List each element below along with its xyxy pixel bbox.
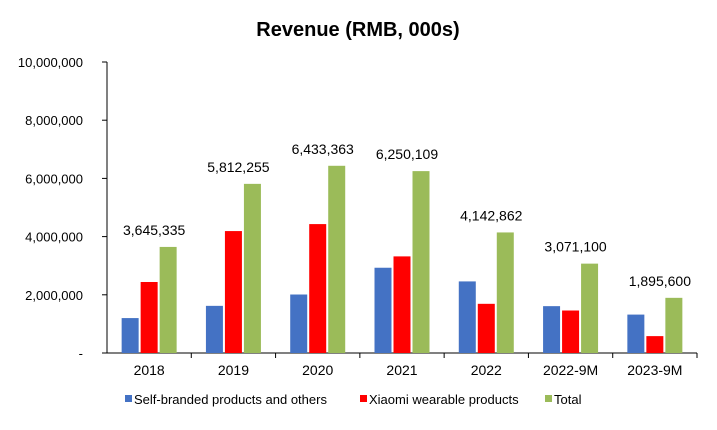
- y-axis: - 2,000,000 4,000,000 6,000,000 8,000,000 10,…: [18, 55, 108, 361]
- bar-xiaomi-wearable-products-2022: [477, 303, 495, 353]
- x-category-label: 2020: [302, 362, 333, 378]
- total-data-label: 5,812,255: [207, 159, 269, 175]
- total-data-label: 6,250,109: [376, 146, 438, 162]
- x-category-label: 2018: [134, 362, 165, 378]
- bar-total-2023-9m: [665, 297, 683, 353]
- bars-group: [121, 165, 683, 353]
- x-category-label: 2023-9M: [627, 362, 682, 378]
- y-tick-label: -: [79, 346, 83, 361]
- data-labels-group: 3,645,335 5,812,255 6,433,363 6,250,109 4,14…: [123, 141, 691, 289]
- legend-label-1: Xiaomi wearable products: [369, 392, 519, 407]
- chart-title: Revenue (RMB, 000s): [256, 19, 459, 41]
- bar-self-branded-products-and-others-2022: [458, 281, 476, 353]
- x-category-label: 2021: [386, 362, 417, 378]
- x-category-label: 2022: [471, 362, 502, 378]
- y-tick-label: 2,000,000: [25, 288, 83, 303]
- bar-total-2022: [496, 232, 514, 353]
- bar-xiaomi-wearable-products-2022-9m: [562, 310, 580, 353]
- bar-total-2020: [328, 165, 346, 353]
- legend-swatch-0: [125, 395, 132, 402]
- bar-total-2018: [159, 246, 177, 353]
- legend-swatch-1: [360, 395, 367, 402]
- total-data-label: 3,071,100: [544, 239, 606, 255]
- bar-self-branded-products-and-others-2022-9m: [543, 306, 561, 353]
- legend-label-0: Self-branded products and others: [134, 392, 327, 407]
- bar-total-2019: [243, 183, 261, 353]
- y-tick-label: 6,000,000: [25, 171, 83, 186]
- total-data-label: 3,645,335: [123, 222, 185, 238]
- total-data-label: 6,433,363: [292, 141, 354, 157]
- y-tick-label: 4,000,000: [25, 230, 83, 245]
- x-axis: 2018 2019 2020 2021 2022 2022-9M 2023-9M: [107, 352, 698, 378]
- bar-xiaomi-wearable-products-2021: [393, 256, 411, 353]
- bar-xiaomi-wearable-products-2023-9m: [646, 336, 664, 353]
- bar-self-branded-products-and-others-2021: [374, 267, 392, 353]
- bar-self-branded-products-and-others-2018: [121, 318, 139, 353]
- y-tick-label: 10,000,000: [18, 55, 83, 70]
- legend-label-2: Total: [554, 392, 582, 407]
- bar-self-branded-products-and-others-2020: [290, 294, 308, 353]
- x-category-label: 2022-9M: [543, 362, 598, 378]
- x-category-label: 2019: [218, 362, 249, 378]
- bar-xiaomi-wearable-products-2018: [140, 281, 158, 353]
- legend-swatch-2: [545, 395, 552, 402]
- total-data-label: 4,142,862: [460, 207, 522, 223]
- bar-xiaomi-wearable-products-2020: [309, 224, 327, 353]
- bar-self-branded-products-and-others-2023-9m: [627, 314, 645, 353]
- total-data-label: 1,895,600: [629, 273, 691, 289]
- legend: Self-branded products and others Xiaomi w…: [125, 392, 582, 407]
- bar-self-branded-products-and-others-2019: [205, 305, 223, 353]
- bar-total-2021: [412, 171, 430, 353]
- bar-xiaomi-wearable-products-2019: [224, 231, 242, 353]
- bar-total-2022-9m: [581, 263, 599, 353]
- y-tick-label: 8,000,000: [25, 113, 83, 128]
